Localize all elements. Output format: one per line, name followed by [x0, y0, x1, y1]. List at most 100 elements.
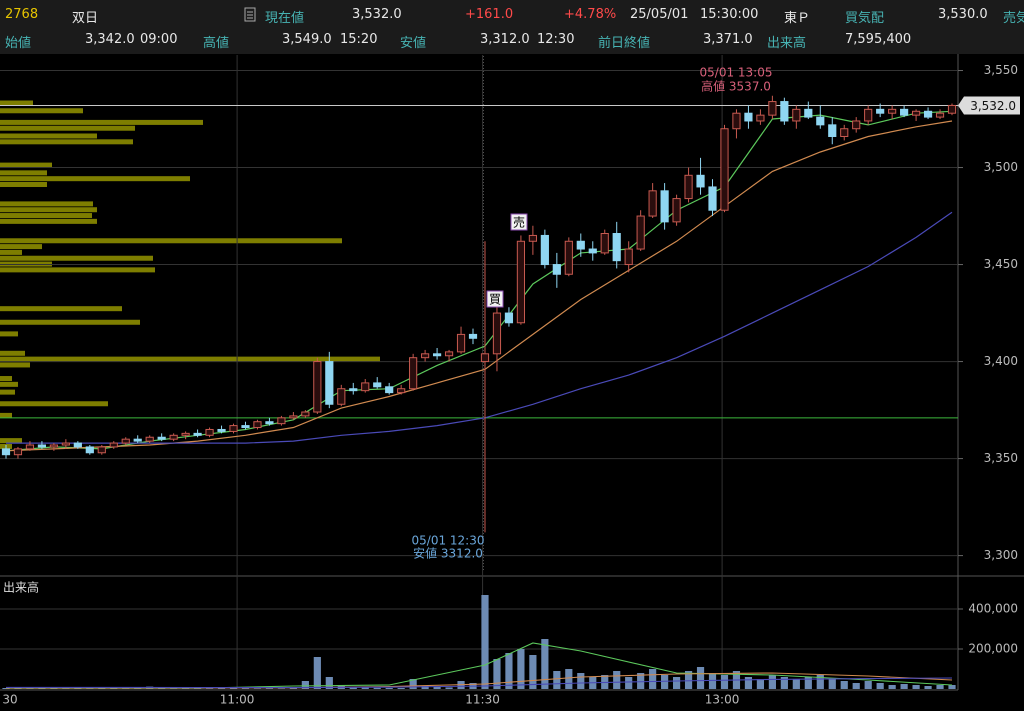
price-tag-label: 3,532.0 — [970, 99, 1016, 113]
volume-bar — [744, 677, 753, 689]
code: 2768 — [5, 7, 39, 22]
label: 安値 — [400, 36, 427, 51]
value: 7,595,400 — [845, 32, 912, 47]
candle-body — [432, 353, 442, 357]
candle-body — [397, 388, 406, 394]
candle-body — [923, 110, 933, 118]
volume-bar — [553, 671, 561, 689]
candle-body — [1, 448, 11, 456]
volume-profile-bar — [0, 381, 18, 387]
candle-body — [349, 388, 358, 392]
candle-body — [864, 108, 873, 122]
candle-body — [480, 353, 490, 363]
volume-bar — [397, 688, 405, 689]
candle-body — [456, 333, 466, 353]
volume-bar — [864, 681, 872, 689]
volume-bar — [696, 667, 705, 689]
volume-profile-bar — [0, 100, 33, 106]
volume-bar — [888, 685, 896, 689]
candle-body — [624, 248, 633, 266]
candle-body — [61, 442, 70, 446]
value: +161.0 — [465, 7, 514, 22]
candle-body — [157, 436, 166, 440]
candle-body — [85, 446, 94, 454]
volume-bar — [565, 669, 573, 689]
volume-profile-bar — [0, 182, 47, 187]
volume-bar — [876, 683, 884, 689]
volume-bar — [373, 687, 381, 689]
volume-bar — [445, 687, 453, 689]
volume-bar — [481, 595, 489, 689]
y-tick-label: 400,000 — [968, 602, 1018, 616]
value: 15:20 — [340, 32, 378, 47]
candle-body — [564, 240, 573, 275]
volume-bar — [756, 679, 765, 689]
value: 3,342.0 — [85, 32, 135, 47]
candle-body — [361, 382, 370, 392]
value: 09:00 — [140, 32, 178, 47]
candle-body — [636, 215, 645, 250]
volume-profile-bar — [0, 125, 135, 131]
candle-body — [660, 190, 669, 223]
volume-bar — [637, 673, 645, 689]
candle-body — [552, 264, 561, 275]
candle-body — [888, 108, 897, 114]
volume-bar — [493, 659, 501, 689]
candle-body — [133, 438, 142, 442]
candle-body — [540, 234, 549, 266]
volume-profile-bar — [0, 119, 203, 125]
volume-bar — [720, 675, 729, 689]
volume-bar — [780, 677, 788, 689]
candle-body — [301, 411, 310, 417]
volume-bar — [325, 677, 333, 689]
volume-bar — [948, 685, 956, 689]
volume-bar — [517, 649, 525, 689]
value: 3,549.0 — [282, 32, 332, 47]
volume-bar — [2, 688, 10, 689]
candle-body — [145, 436, 154, 442]
volume-bar — [361, 687, 369, 689]
candle-body — [277, 417, 286, 425]
volume-profile-bar — [0, 207, 97, 213]
volume-bar — [900, 684, 908, 689]
volume-bar — [613, 671, 621, 689]
volume-bar — [217, 688, 226, 689]
candle-body — [516, 240, 526, 324]
candle-body — [289, 415, 298, 419]
volume-profile-bar — [0, 331, 18, 337]
volume-bar — [852, 683, 860, 689]
volume-bar — [661, 675, 669, 689]
volume-profile-bar — [0, 108, 83, 114]
price-tag — [958, 96, 1020, 115]
candle-body — [37, 444, 47, 448]
volume-profile-bar — [0, 201, 93, 207]
volume-bar — [409, 679, 417, 689]
volume-bar — [924, 686, 932, 689]
candle-body — [13, 448, 23, 456]
candle-body — [97, 446, 106, 454]
label: 現在値 — [265, 11, 305, 26]
panel-title: 出来高 — [3, 580, 39, 595]
x-tick-label: 11:00 — [220, 693, 255, 707]
candle-body — [169, 434, 178, 440]
volume-bar — [433, 687, 441, 689]
volume-profile-bar — [0, 376, 12, 382]
volume-bar — [241, 688, 250, 689]
annotation: 安値 3312.0 — [413, 546, 483, 561]
volume-bar — [672, 677, 681, 689]
volume-bar — [828, 679, 836, 689]
value: +4.78% — [564, 7, 617, 22]
y-tick-label: 3,550 — [984, 63, 1018, 77]
volume-bar — [385, 688, 393, 689]
candle-body — [588, 248, 597, 254]
candle-body — [911, 110, 921, 116]
candle-body — [792, 108, 801, 122]
volume-profile-bar — [0, 218, 97, 224]
candle-body — [744, 112, 753, 122]
volume-bar — [505, 653, 513, 689]
candle-body — [852, 120, 861, 130]
board-icon[interactable] — [244, 7, 256, 22]
volume-bar — [804, 677, 812, 689]
volume-profile-bar — [0, 438, 22, 444]
